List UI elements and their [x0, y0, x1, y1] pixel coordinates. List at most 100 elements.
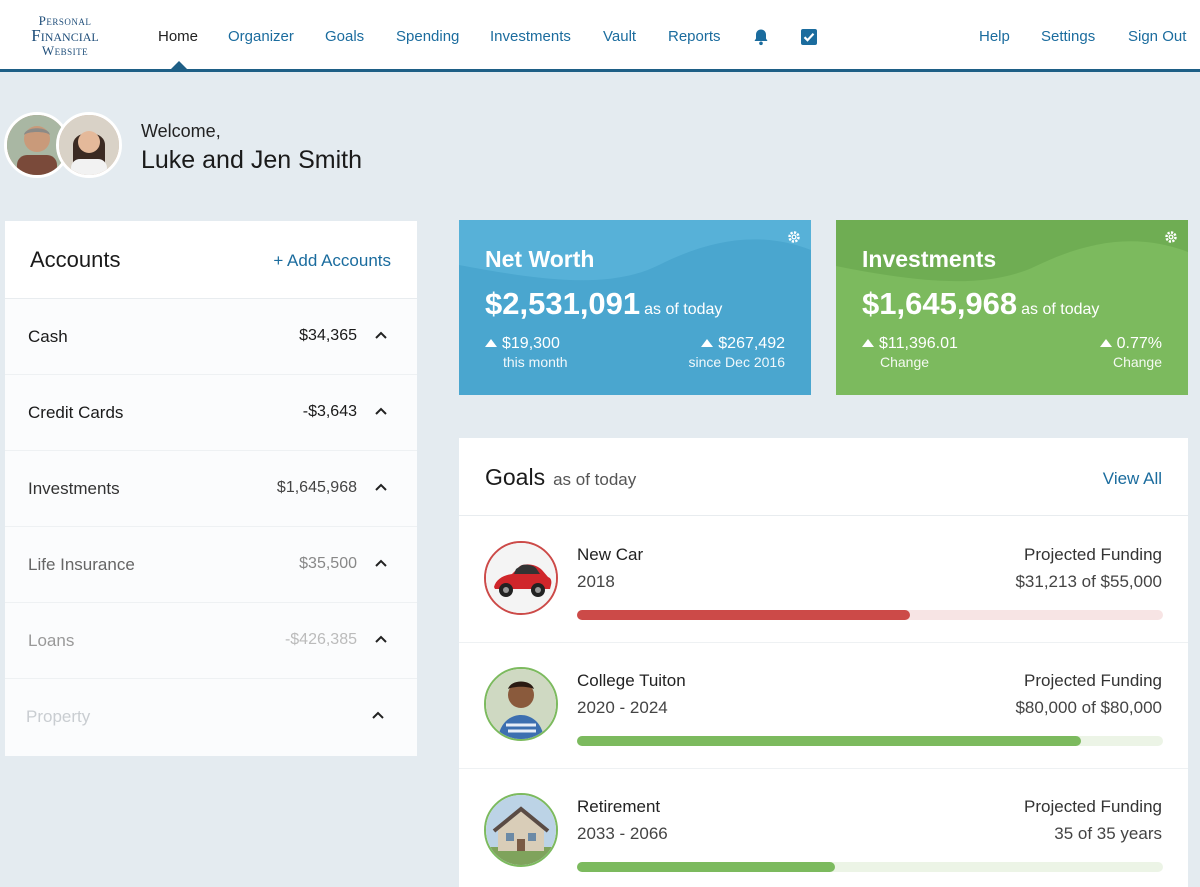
- goal-funding: $31,213 of $55,000: [1015, 572, 1162, 591]
- stat-value: $11,396.01: [879, 335, 958, 352]
- net-worth-monthly-change: $19,300 this month: [485, 335, 568, 370]
- account-value: -$3,643: [302, 403, 357, 420]
- goal-progress-bar: [577, 736, 1081, 746]
- account-name: Credit Cards: [28, 403, 124, 422]
- chevron-up-icon[interactable]: [371, 401, 391, 421]
- goals-title-row: Goals as of today: [485, 464, 636, 491]
- investments-amount: $1,645,968: [862, 286, 1018, 321]
- goal-years: 2033 - 2066: [577, 824, 668, 843]
- chevron-up-icon[interactable]: [371, 553, 391, 573]
- stat-label: Change: [880, 354, 930, 370]
- nav-organizer[interactable]: Organizer: [228, 28, 294, 45]
- welcome-user-name: Luke and Jen Smith: [141, 146, 362, 174]
- accounts-panel: Accounts + Add Accounts Cash $34,365 Cre…: [5, 221, 417, 756]
- student-icon: [484, 667, 558, 741]
- goal-funding: $80,000 of $80,000: [1015, 698, 1162, 717]
- avatar[interactable]: [56, 112, 122, 178]
- account-row-life-insurance[interactable]: Life Insurance $35,500: [5, 527, 417, 603]
- gear-icon[interactable]: [787, 230, 801, 244]
- logo-line3: Website: [41, 43, 89, 58]
- goals-title: Goals: [485, 464, 546, 490]
- investments-percent-change: 0.77% Change: [1099, 335, 1162, 370]
- net-worth-card[interactable]: Net Worth $2,531,091 as of today $19,300 …: [459, 220, 811, 395]
- account-name: Loans: [28, 631, 75, 650]
- goal-row-college-tuition[interactable]: College Tuiton 2020 - 2024 Projected Fun…: [459, 643, 1188, 769]
- card-wave-decoration: [459, 220, 811, 281]
- chevron-up-icon[interactable]: [371, 325, 391, 345]
- stat-value: $267,492: [718, 335, 785, 352]
- goal-projected-label: Projected Funding: [1024, 797, 1162, 816]
- chevron-up-icon[interactable]: [368, 705, 388, 725]
- account-name: Property: [26, 707, 91, 726]
- stat-label: this month: [503, 354, 568, 370]
- goals-panel: Goals as of today View All New Car 2018 P…: [459, 438, 1188, 887]
- account-name: Cash: [28, 327, 68, 346]
- nav-help[interactable]: Help: [979, 28, 1010, 45]
- stat-value: $19,300: [502, 335, 560, 352]
- car-icon: [484, 541, 558, 615]
- gear-icon[interactable]: [1164, 230, 1178, 244]
- account-name: Investments: [28, 479, 120, 498]
- goal-projected-label: Projected Funding: [1024, 671, 1162, 690]
- chevron-up-icon[interactable]: [371, 629, 391, 649]
- logo-line2: Financial: [31, 26, 99, 45]
- investments-title: Investments: [862, 246, 997, 272]
- chevron-up-icon[interactable]: [371, 477, 391, 497]
- account-value: $35,500: [299, 555, 357, 572]
- nav-settings[interactable]: Settings: [1041, 28, 1096, 45]
- nav-investments[interactable]: Investments: [490, 28, 571, 45]
- goal-progress-track: [577, 736, 1163, 746]
- nav-goals[interactable]: Goals: [325, 28, 365, 45]
- logo-line1: Personal: [38, 13, 92, 28]
- goal-progress-bar: [577, 862, 835, 872]
- account-value: -$426,385: [284, 631, 357, 648]
- view-all-link[interactable]: View All: [1102, 469, 1162, 488]
- account-row-credit-cards[interactable]: Credit Cards -$3,643: [5, 375, 417, 451]
- goal-progress-track: [577, 610, 1163, 620]
- stat-label: Change: [1112, 354, 1162, 370]
- account-value: $34,365: [299, 327, 357, 344]
- net-worth-amount: $2,531,091: [485, 286, 641, 321]
- stat-label: since Dec 2016: [688, 354, 785, 370]
- goal-row-retirement[interactable]: Retirement 2033 - 2066 Projected Funding…: [459, 769, 1188, 887]
- bell-icon[interactable]: [752, 28, 770, 46]
- goal-name: Retirement: [577, 797, 661, 816]
- account-name: Life Insurance: [28, 555, 135, 574]
- net-worth-total-change: $267,492 since Dec 2016: [688, 335, 785, 370]
- stat-value: 0.77%: [1116, 335, 1162, 352]
- nav-home[interactable]: Home: [158, 28, 199, 45]
- goal-row-new-car[interactable]: New Car 2018 Projected Funding $31,213 o…: [459, 517, 1188, 643]
- site-logo[interactable]: Personal Financial Website: [20, 14, 110, 57]
- accounts-title: Accounts: [30, 247, 121, 272]
- goal-name: New Car: [577, 545, 644, 564]
- goal-progress-track: [577, 862, 1163, 872]
- house-icon: [484, 793, 558, 867]
- goals-as-of: as of today: [553, 470, 637, 489]
- net-worth-as-of: as of today: [644, 301, 723, 318]
- goal-years: 2020 - 2024: [577, 698, 668, 717]
- arrow-up-icon: [485, 339, 497, 347]
- checkbox-icon[interactable]: [800, 28, 818, 46]
- account-row-investments[interactable]: Investments $1,645,968: [5, 451, 417, 527]
- top-nav: Personal Financial Website Home Organize…: [0, 0, 1200, 72]
- arrow-up-icon: [701, 339, 714, 347]
- goal-name: College Tuiton: [577, 671, 686, 690]
- arrow-up-icon: [862, 339, 874, 347]
- goal-years: 2018: [577, 572, 615, 591]
- goals-header: Goals as of today View All: [459, 438, 1188, 516]
- investments-card[interactable]: Investments $1,645,968 as of today $11,39…: [836, 220, 1188, 395]
- account-row-cash[interactable]: Cash $34,365: [5, 299, 417, 375]
- goal-progress-bar: [577, 610, 910, 620]
- nav-spending[interactable]: Spending: [396, 28, 460, 45]
- user-avatars: [4, 112, 124, 182]
- nav-sign-out[interactable]: Sign Out: [1128, 28, 1187, 45]
- investments-amount-row: $1,645,968 as of today: [862, 286, 1099, 322]
- account-row-loans[interactable]: Loans -$426,385: [5, 603, 417, 679]
- account-value: $1,645,968: [276, 479, 357, 496]
- goal-projected-label: Projected Funding: [1024, 545, 1162, 564]
- account-row-property[interactable]: Property: [5, 679, 417, 755]
- welcome-greeting: Welcome,: [141, 121, 221, 141]
- add-accounts-link[interactable]: + Add Accounts: [273, 251, 391, 270]
- nav-vault[interactable]: Vault: [603, 28, 637, 45]
- nav-reports[interactable]: Reports: [668, 28, 721, 45]
